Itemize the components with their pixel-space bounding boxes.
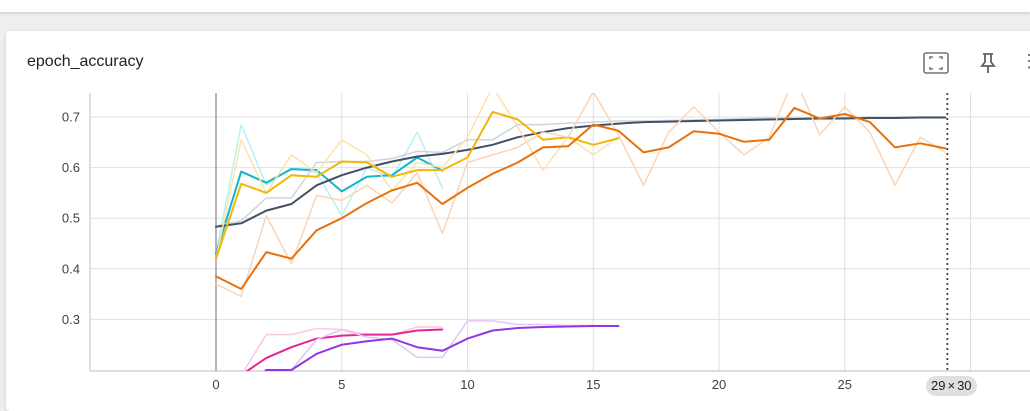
pin-icon: [980, 53, 996, 73]
hover-step-chip: 29 × 30: [926, 376, 977, 396]
top-toolbar: [0, 0, 1030, 12]
y-tick-label: 0.6: [62, 160, 80, 175]
y-tick-label: 0.5: [62, 211, 80, 226]
x-tick-label: 0: [212, 377, 219, 392]
hover-step: 29: [931, 378, 946, 393]
hover-times: ×: [947, 378, 956, 393]
x-tick-labels: 0 5 10 15 20 25: [212, 377, 852, 392]
series-line-6[interactable]: [215, 77, 947, 298]
x-tick-label: 10: [460, 377, 474, 392]
axes: [89, 93, 1030, 372]
series-line-9[interactable]: [241, 328, 444, 376]
more-options-button[interactable]: ⋮: [1020, 50, 1030, 76]
chart-card: [6, 31, 1030, 411]
more-vert-icon: ⋮: [1020, 51, 1030, 71]
fit-screen-icon: [923, 52, 949, 74]
card-title: epoch_accuracy: [27, 53, 144, 70]
y-tick-label: 0.3: [62, 312, 80, 327]
y-tick-label: 0.4: [62, 261, 80, 276]
series-line-7[interactable]: [215, 106, 947, 290]
fit-screen-button[interactable]: [922, 50, 950, 76]
x-tick-label: 20: [712, 377, 726, 392]
grid-lines: [90, 93, 1030, 371]
pin-button[interactable]: [974, 50, 1002, 76]
x-tick-label: 15: [586, 377, 600, 392]
series-line-5[interactable]: [215, 110, 620, 260]
series-group: [215, 77, 947, 395]
x-tick-label: 5: [338, 377, 345, 392]
series-line-10[interactable]: [241, 320, 620, 395]
x-tick-label: 25: [838, 377, 852, 392]
series-line-0[interactable]: [215, 123, 444, 255]
series-line-4[interactable]: [215, 87, 620, 260]
series-line-11[interactable]: [241, 325, 620, 395]
hover-range-end: 30: [957, 378, 972, 393]
y-tick-labels: 0.3 0.4 0.5 0.6 0.7: [62, 110, 80, 327]
y-tick-label: 0.7: [62, 110, 80, 125]
